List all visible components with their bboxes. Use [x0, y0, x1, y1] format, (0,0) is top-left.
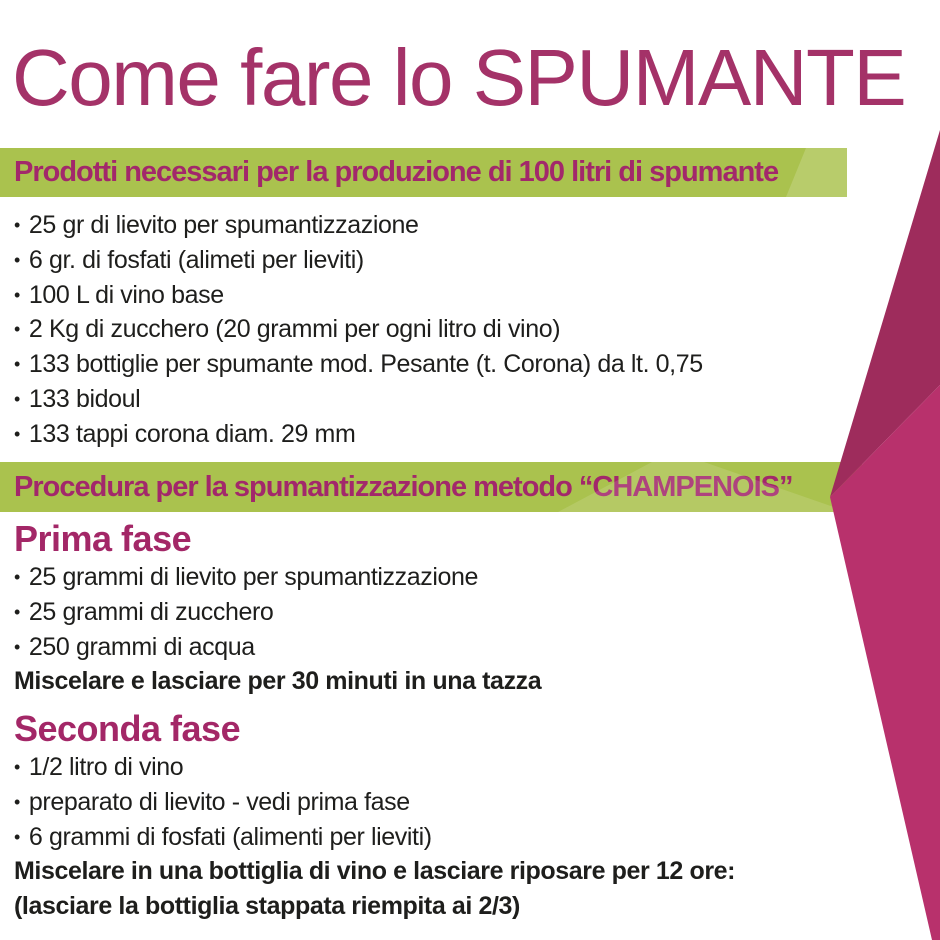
- phase-1-heading: Prima fase: [14, 518, 192, 559]
- procedure-banner-label: Procedura per la spumantizzazione metodo…: [14, 470, 793, 503]
- list-item: 6 grammi di fosfati (alimenti per lievit…: [14, 820, 735, 855]
- list-item: 2 Kg di zucchero (20 grammi per ogni lit…: [14, 312, 703, 347]
- phase-1-list: 25 grammi di lievito per spumantizzazion…: [14, 560, 541, 664]
- list-item: 133 bottiglie per spumante mod. Pesante …: [14, 347, 703, 382]
- list-item: 25 grammi di zucchero: [14, 595, 541, 630]
- list-item: 1/2 litro di vino: [14, 750, 735, 785]
- phase-note: (lasciare la bottiglia stappata riempita…: [14, 891, 520, 920]
- list-item: 250 grammi di acqua: [14, 630, 541, 665]
- phase-1-notes: Miscelare e lasciare per 30 minuti in un…: [14, 664, 542, 699]
- list-item: 25 grammi di lievito per spumantizzazion…: [14, 560, 541, 595]
- list-item: preparato di lievito - vedi prima fase: [14, 785, 735, 820]
- products-list-block: 25 gr di lievito per spumantizzazione6 g…: [14, 208, 703, 451]
- list-item: 133 tappi corona diam. 29 mm: [14, 417, 703, 452]
- phase-2-section: Seconda fase 1/2 litro di vinopreparato …: [14, 708, 735, 923]
- products-banner-label: Prodotti necessari per la produzione di …: [14, 156, 779, 188]
- page-title: Come fare lo SPUMANTE: [12, 33, 907, 122]
- list-item: 25 gr di lievito per spumantizzazione: [14, 208, 703, 243]
- phase-2-heading: Seconda fase: [14, 708, 241, 749]
- list-item: 133 bidoul: [14, 382, 703, 417]
- products-list: 25 gr di lievito per spumantizzazione6 g…: [14, 208, 703, 451]
- phase-1-section: Prima fase 25 grammi di lievito per spum…: [14, 518, 542, 699]
- phase-note: Miscelare e lasciare per 30 minuti in un…: [14, 667, 542, 696]
- list-item: 100 L di vino base: [14, 278, 703, 313]
- phase-note: Miscelare in una bottiglia di vino e las…: [14, 857, 736, 886]
- phase-2-notes: Miscelare in una bottiglia di vino e las…: [14, 854, 735, 923]
- products-banner: Prodotti necessari per la produzione di …: [0, 148, 847, 197]
- list-item: 6 gr. di fosfati (alimeti per lieviti): [14, 243, 703, 278]
- phase-2-list: 1/2 litro di vinopreparato di lievito - …: [14, 750, 735, 854]
- procedure-banner: Procedura per la spumantizzazione metodo…: [0, 462, 862, 512]
